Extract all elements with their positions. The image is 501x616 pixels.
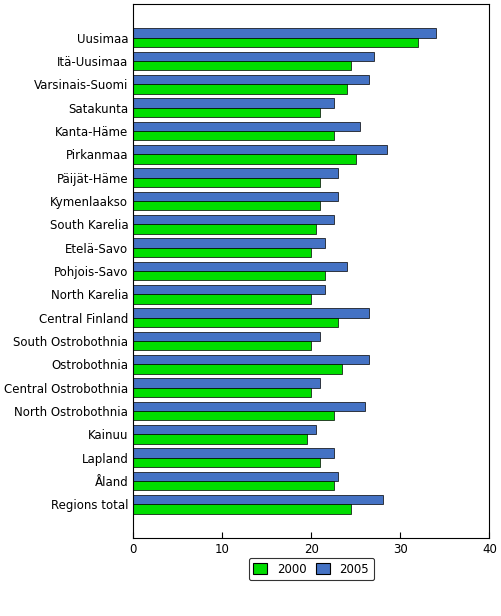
- Bar: [133, 448, 334, 458]
- Bar: [133, 238, 325, 248]
- Bar: [133, 224, 316, 234]
- Bar: [133, 248, 311, 257]
- Bar: [133, 155, 356, 164]
- Bar: [133, 402, 365, 411]
- Bar: [133, 201, 320, 211]
- Bar: [133, 285, 325, 294]
- Bar: [133, 411, 334, 421]
- Bar: [133, 61, 351, 70]
- Bar: [133, 505, 351, 514]
- Bar: [133, 318, 338, 327]
- Bar: [133, 99, 334, 108]
- Bar: [133, 52, 374, 61]
- Bar: [133, 271, 325, 280]
- Bar: [133, 122, 360, 131]
- Bar: [133, 215, 334, 224]
- Bar: [133, 192, 338, 201]
- Bar: [133, 365, 343, 374]
- Bar: [133, 341, 311, 351]
- Bar: [133, 131, 334, 140]
- Bar: [133, 84, 347, 94]
- Bar: [133, 355, 369, 365]
- Bar: [133, 458, 320, 467]
- Bar: [133, 309, 369, 318]
- Bar: [133, 481, 334, 490]
- Bar: [133, 28, 436, 38]
- Bar: [133, 388, 311, 397]
- Bar: [133, 75, 369, 84]
- Bar: [133, 145, 387, 155]
- Bar: [133, 108, 320, 117]
- Bar: [133, 425, 316, 434]
- Bar: [133, 38, 418, 47]
- Bar: [133, 294, 311, 304]
- Legend: 2000, 2005: 2000, 2005: [248, 558, 374, 580]
- Bar: [133, 332, 320, 341]
- Bar: [133, 178, 320, 187]
- Bar: [133, 434, 307, 444]
- Bar: [133, 495, 383, 505]
- Bar: [133, 168, 338, 178]
- Bar: [133, 262, 347, 271]
- Bar: [133, 472, 338, 481]
- Bar: [133, 378, 320, 388]
